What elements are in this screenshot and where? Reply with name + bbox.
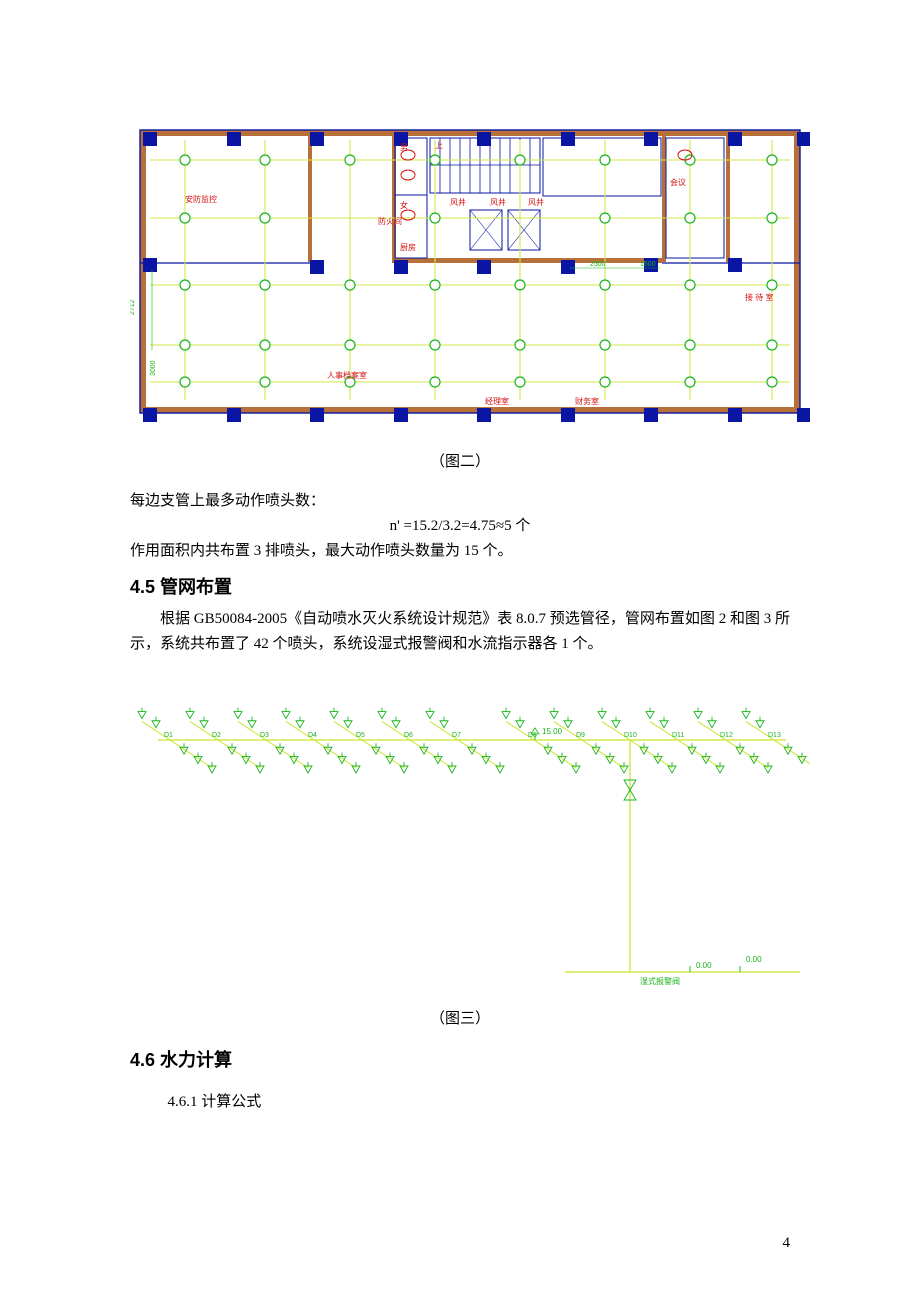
body-formula: n' =15.2/3.2=4.75≈5 个: [130, 514, 790, 539]
svg-text:D2: D2: [212, 732, 221, 739]
svg-text:2712: 2712: [130, 299, 136, 315]
svg-text:风井: 风井: [528, 197, 544, 207]
figure-2-floorplan: 安防监控 人事档案室 经理室 财务室 接 待 室 男 女 会议 风井 风井 风井…: [130, 120, 810, 430]
svg-text:女: 女: [400, 200, 408, 210]
figure-2-caption: （图二）: [130, 450, 790, 471]
svg-text:湿式报警阀: 湿式报警阀: [640, 976, 680, 986]
svg-text:防火间: 防火间: [378, 216, 402, 226]
svg-text:D6: D6: [404, 732, 413, 739]
svg-text:经理室: 经理室: [485, 396, 509, 406]
body-line-1: 每边支管上最多动作喷头数：: [130, 489, 790, 514]
svg-text:0.00: 0.00: [746, 955, 762, 964]
svg-text:男: 男: [400, 143, 408, 152]
svg-text:2500: 2500: [590, 261, 606, 268]
svg-text:3000: 3000: [150, 360, 157, 376]
svg-text:D8: D8: [528, 732, 537, 739]
svg-text:0.00: 0.00: [696, 961, 712, 970]
svg-text:人事档案室: 人事档案室: [327, 370, 367, 380]
page-number: 4: [783, 1235, 791, 1252]
svg-text:上: 上: [435, 141, 443, 150]
svg-text:D7: D7: [452, 732, 461, 739]
svg-text:接 待 室: 接 待 室: [745, 292, 773, 302]
svg-text:安防监控: 安防监控: [185, 194, 217, 204]
heading-4-5: 4.5 管网布置: [130, 573, 790, 599]
subheading-4-6-1: 4.6.1 计算公式: [130, 1090, 790, 1111]
svg-text:D9: D9: [576, 732, 585, 739]
svg-text:D12: D12: [720, 732, 733, 739]
svg-text:厨房: 厨房: [400, 242, 416, 252]
walls: [140, 130, 800, 413]
svg-text:财务室: 财务室: [575, 396, 599, 406]
svg-text:15.00: 15.00: [542, 727, 563, 736]
dimensions: [152, 268, 660, 350]
dim-texts: 2712 2500 1500 3000: [130, 261, 656, 376]
svg-text:D3: D3: [260, 732, 269, 739]
svg-text:D5: D5: [356, 732, 365, 739]
svg-text:D4: D4: [308, 732, 317, 739]
heading-4-6: 4.6 水力计算: [130, 1046, 790, 1072]
svg-text:风井: 风井: [450, 197, 466, 207]
svg-text:会议: 会议: [670, 177, 686, 187]
columns: [143, 132, 810, 422]
svg-text:D13: D13: [768, 732, 781, 739]
para-4-5: 根据 GB50084-2005《自动喷水灭火系统设计规范》表 8.0.7 预选管…: [130, 607, 790, 657]
svg-text:D11: D11: [672, 732, 684, 739]
svg-text:D10: D10: [624, 732, 637, 739]
svg-text:1500: 1500: [640, 261, 656, 268]
figure-3-isometric: D1 D2 D3 D4 D5 D6 D7 D8 D9 D10 D11 D12 D13 15.00 0.00 0…: [130, 677, 810, 987]
body-line-2: 作用面积内共布置 3 排喷头，最大动作喷头数量为 15 个。: [130, 539, 790, 564]
svg-text:风井: 风井: [490, 197, 506, 207]
figure-3-caption: （图三）: [130, 1007, 790, 1028]
svg-text:D1: D1: [164, 732, 173, 739]
